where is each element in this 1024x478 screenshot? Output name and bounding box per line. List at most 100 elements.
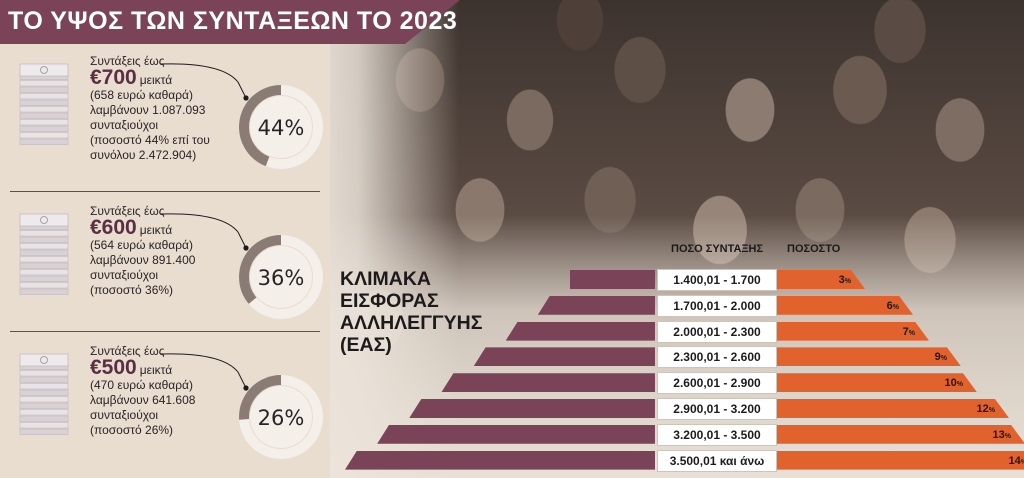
pension-detail-line: λαμβάνουν 1.087.093	[90, 103, 206, 117]
scale-step-bar	[505, 321, 655, 341]
scale-percent-bar	[777, 270, 865, 289]
scale-step-bar	[345, 450, 655, 470]
donut-arc	[239, 375, 323, 459]
scale-percent-sign: %	[892, 303, 899, 311]
pension-amount-row: €500 μεικτά	[90, 357, 265, 378]
scale-range-label: 2.900,01 - 3.200	[657, 398, 777, 420]
pension-detail-line: (ποσοστό 26%)	[90, 423, 174, 437]
page-title: ΤΟ ΥΨΟΣ ΤΩΝ ΣΥΝΤΑΞΕΩΝ ΤΟ 2023	[8, 7, 458, 35]
scale-percent-sign: %	[956, 381, 963, 389]
scale-percent-label: 14%	[981, 451, 1024, 470]
pension-detail-line: συνταξιούχοι	[90, 408, 159, 422]
title-banner	[0, 0, 460, 44]
leader-line	[160, 353, 249, 391]
eas-title-line: ΕΙΣΦΟΡΑΣ	[340, 290, 439, 312]
money-stack-icon	[19, 353, 69, 435]
scale-percent-sign: %	[1021, 459, 1024, 466]
scale-percent-value: 12	[976, 403, 989, 415]
scale-range-label: 2.000,01 - 2.300	[657, 320, 777, 343]
pension-amount-unit: μεικτά	[139, 73, 173, 87]
scale-percent-value: 13	[992, 428, 1005, 441]
scale-percent-bar	[777, 347, 961, 366]
scale-percent-label: 13%	[965, 425, 1011, 444]
pension-amount-unit: μεικτά	[139, 223, 173, 237]
pension-amount: €700	[90, 66, 137, 89]
scale-percent-bar	[777, 399, 1009, 418]
pension-detail-line: συνταξιούχοι	[90, 118, 159, 132]
pension-detail-line: (564 ευρώ καθαρά)	[90, 238, 193, 252]
pension-detail-line: λαμβάνουν 891.400	[90, 253, 196, 267]
pension-detail-line: συνταξιούχοι	[90, 268, 159, 282]
scale-percent-sign: %	[988, 407, 995, 414]
pension-detail-line: (ποσοστό 36%)	[90, 283, 174, 297]
pension-amount-row: €700 μεικτά	[90, 67, 265, 88]
scale-percent-bar	[777, 425, 1024, 444]
scale-percent-value: 7	[902, 325, 909, 338]
pension-label: Συντάξεις έως	[90, 54, 165, 68]
pension-detail-line: (470 ευρώ καθαρά)	[90, 378, 193, 392]
scale-range-label: 1.700,01 - 2.000	[657, 294, 777, 317]
scale-percent-value: 9	[934, 351, 941, 364]
scale-percent-label: 10%	[917, 373, 963, 392]
scale-percent-bar	[777, 451, 1024, 470]
scale-percent-label: 9%	[901, 347, 947, 366]
eas-title: ΚΛΙΜΑΚΑ ΕΙΣΦΟΡΑΣ ΑΛΛΗΛΕΓΓΥΗΣ (ΕΑΣ)	[340, 268, 510, 356]
scale-percent-sign: %	[844, 278, 851, 285]
pension-info: Συντάξεις έως €700 μεικτά (658 ευρώ καθαρά)…	[90, 54, 265, 163]
scale-range-label: 2.300,01 - 2.600	[657, 346, 777, 369]
percent-donut: 36%	[239, 235, 323, 319]
scale-percent-bar	[777, 373, 977, 392]
pension-amount: €500	[90, 356, 137, 379]
scale-step-bar	[377, 424, 655, 444]
scale-percent-sign: %	[940, 355, 947, 363]
pension-label: Συντάξεις έως	[90, 344, 165, 358]
scale-step-bar	[570, 270, 655, 289]
scale-range-label: 3.200,01 - 3.500	[657, 423, 777, 446]
scale-range-label: 1.400,01 - 1.700	[657, 269, 777, 291]
eas-title-line: ΑΛΛΗΛΕΓΓΥΗΣ	[340, 312, 483, 334]
pension-detail-line: λαμβάνουν 641.608	[90, 393, 196, 407]
eas-title-line: ΚΛΙΜΑΚΑ	[340, 268, 431, 290]
donut-percent-label: 36%	[258, 266, 305, 290]
leader-line	[160, 63, 249, 101]
pension-amount: €600	[90, 216, 137, 239]
pension-info: Συντάξεις έως €500 μεικτά (470 ευρώ καθαρά)…	[90, 344, 265, 438]
scale-percent-bar	[777, 322, 929, 341]
pension-detail-line: συνόλου 2.472.904)	[90, 148, 197, 162]
pension-amount-row: €600 μεικτά	[90, 217, 265, 238]
scale-step-bar	[441, 373, 655, 393]
column-header-percent: ΠΟΣΟΣΤΟ	[787, 243, 841, 255]
percent-donut: 44%	[239, 85, 323, 169]
pension-amount-unit: μεικτά	[139, 363, 173, 377]
percent-donut: 26%	[239, 375, 323, 459]
pension-detail-line: (ποσοστό 44% επί του	[90, 133, 210, 147]
leader-line	[160, 213, 249, 251]
pension-detail-line: (658 ευρώ καθαρά)	[90, 88, 193, 102]
scale-step-bar	[409, 399, 655, 418]
donut-arc	[239, 235, 323, 319]
pension-label: Συντάξεις έως	[90, 204, 165, 218]
scale-percent-label: 12%	[949, 399, 995, 418]
scale-percent-label: 7%	[869, 322, 915, 341]
scale-step-bar	[537, 295, 655, 315]
scale-percent-sign: %	[1004, 432, 1011, 440]
pension-info: Συντάξεις έως €600 μεικτά (564 ευρώ καθαρά)…	[90, 204, 265, 298]
divider	[10, 331, 320, 332]
money-stack-icon	[19, 213, 69, 295]
scale-percent-label: 3%	[805, 270, 851, 289]
scale-range-label: 2.600,01 - 2.900	[657, 372, 777, 395]
divider	[10, 191, 320, 192]
scale-range-label: 3.500,01 και άνω	[657, 449, 777, 472]
donut-arc	[239, 85, 323, 169]
scale-percent-value: 6	[886, 299, 893, 312]
money-stack-icon	[19, 63, 69, 145]
donut-percent-label: 44%	[258, 116, 305, 140]
eas-title-line: (ΕΑΣ)	[340, 334, 392, 356]
scale-percent-label: 6%	[853, 296, 899, 315]
scale-step-bar	[473, 347, 655, 367]
scale-percent-sign: %	[908, 329, 915, 337]
column-header-amount: ΠΟΣΟ ΣΥΝΤΑΞΗΣ	[671, 243, 764, 255]
scale-percent-bar	[777, 296, 913, 315]
donut-percent-label: 26%	[258, 406, 305, 430]
